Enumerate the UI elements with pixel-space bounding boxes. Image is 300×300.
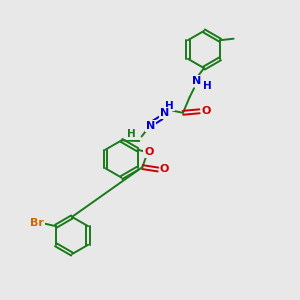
Text: N: N	[160, 108, 169, 118]
Text: N: N	[193, 76, 202, 86]
Text: H: H	[203, 81, 212, 91]
Text: N: N	[146, 121, 155, 131]
Text: O: O	[144, 147, 154, 157]
Text: O: O	[160, 164, 169, 175]
Text: O: O	[201, 106, 211, 116]
Text: H: H	[165, 100, 174, 111]
Text: Br: Br	[30, 218, 44, 228]
Text: H: H	[127, 129, 136, 140]
